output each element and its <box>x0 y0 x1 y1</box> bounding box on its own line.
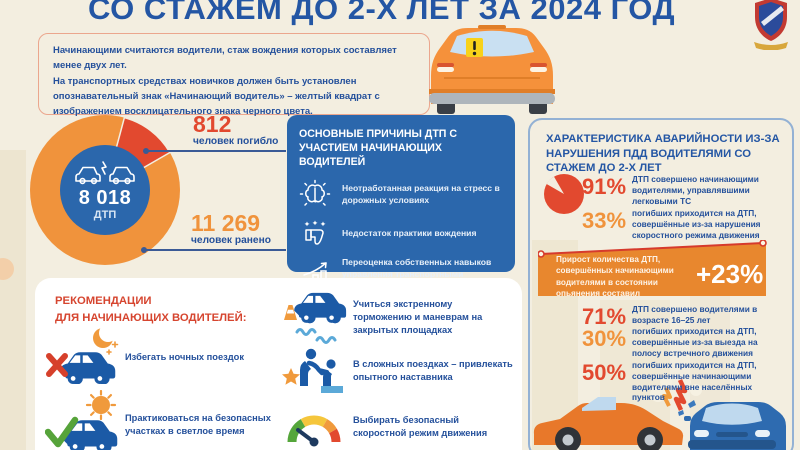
recommendations-title: РЕКОМЕНДАЦИИ ДЛЯ НАЧИНАЮЩИХ ВОДИТЕЛЕЙ: <box>55 293 246 327</box>
stat-value: 33% <box>582 208 627 233</box>
causes-title: ОСНОВНЫЕ ПРИЧИНЫ ДТП С УЧАСТИЕМ НАЧИНАЮЩ… <box>299 128 458 168</box>
cause-item: Недостаток практики вождения <box>299 218 503 250</box>
injured-label: человек ранено <box>191 235 271 247</box>
characteristics-panel: ХАРАКТЕРИСТИКА АВАРИЙНОСТИ ИЗ-ЗА НАРУШЕН… <box>528 118 794 450</box>
stat-value: 50% <box>582 360 627 385</box>
injured-value: 11 269 <box>191 210 261 236</box>
no-night-driving-icon <box>46 326 119 384</box>
injured-callout: 11 269 человек ранено <box>141 210 286 254</box>
stat-value: 91% <box>582 174 627 199</box>
recommendation-text: В сложных поездках – привлекать опытного… <box>353 359 513 383</box>
brain-stress-icon <box>299 179 331 206</box>
cause-item: Неотработанная реакция на стресс в дорож… <box>299 179 503 211</box>
background-silhouette <box>0 258 14 280</box>
callout-dot <box>143 148 149 155</box>
highlight-value: +23% <box>696 259 764 289</box>
recommendation-text: Выбирать безопасный скоростной режим дви… <box>353 415 488 439</box>
stat-text: погибших приходится на ДТП, совершённые … <box>632 326 758 358</box>
speedometer-icon <box>287 415 341 447</box>
callout-dot <box>141 247 147 254</box>
intro-line-1: Начинающими считаются водители, стаж вож… <box>53 45 397 71</box>
cause-text: Недостаток практики вождения <box>342 228 477 239</box>
killed-value: 812 <box>193 111 232 137</box>
recommendations-panel: РЕКОМЕНДАЦИИ ДЛЯ НАЧИНАЮЩИХ ВОДИТЕЛЕЙ: И… <box>35 278 522 450</box>
recommendation-text: Учиться экстренному торможению и маневра… <box>353 299 483 336</box>
car-crash-icon <box>75 160 135 184</box>
total-accidents-value: 8 018 <box>78 186 132 209</box>
stat-text: ДТП совершено водителями в возрасте 16–2… <box>632 304 758 325</box>
traffic-police-emblem-icon <box>754 0 788 50</box>
stat-text: погибших приходится на ДТП, совершённые … <box>632 360 757 403</box>
daylight-practice-icon <box>45 390 118 450</box>
background-silhouette <box>0 150 26 450</box>
emergency-braking-icon <box>284 292 347 344</box>
donut-center: 8 018 ДТП <box>30 115 180 265</box>
killed-label: человек погибло <box>193 136 279 148</box>
killed-callout: 812 человек погибло <box>143 111 286 155</box>
intro-line-2: На транспортных средствах новичков долже… <box>53 76 380 117</box>
mentor-icon <box>282 348 343 393</box>
stat-text: ДТП совершено начинающими водителями, уп… <box>632 174 759 206</box>
pie-percent-icon <box>544 174 584 214</box>
page-title: СО СТАЖЕМ ДО 2-Х ЛЕТ ЗА 2024 ГОД <box>88 0 676 26</box>
drunk-driving-increase-box <box>538 240 767 296</box>
main-causes-box: ОСНОВНЫЕ ПРИЧИНЫ ДТП С УЧАСТИЕМ НАЧИНАЮЩ… <box>287 115 515 290</box>
recommendation-text: Избегать ночных поездок <box>125 352 244 362</box>
cause-text: Неотработанная реакция на стресс в дорож… <box>342 183 500 205</box>
thumbs-down-icon <box>304 220 326 245</box>
recommendations-title-line1: РЕКОМЕНДАЦИИ <box>55 295 152 307</box>
recommendations-title-line2: ДЛЯ НАЧИНАЮЩИХ ВОДИТЕЛЕЙ: <box>55 311 247 324</box>
characteristics-title: ХАРАКТЕРИСТИКА АВАРИЙНОСТИ ИЗ-ЗА НАРУШЕН… <box>546 133 780 175</box>
stat-value: 71% <box>582 304 627 329</box>
two-car-crash-illustration <box>533 378 786 450</box>
recommendation-text: Практиковаться на безопасных участках в … <box>125 413 271 437</box>
stat-text: погибших приходится на ДТП, совершённые … <box>632 208 761 240</box>
total-accidents-label: ДТП <box>93 208 117 221</box>
stat-value: 30% <box>582 326 627 351</box>
novice-driver-car-illustration <box>429 25 555 114</box>
intro-box: Начинающими считаются водители, стаж вож… <box>38 33 430 117</box>
highlight-text: Прирост количества ДТП, совершённых начи… <box>556 255 674 299</box>
